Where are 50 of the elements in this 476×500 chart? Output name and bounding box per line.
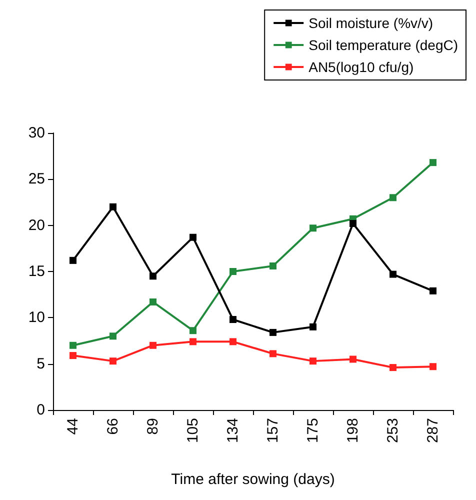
point: [150, 298, 156, 306]
point: [230, 338, 236, 346]
legend-label: AN5(log10 cfu/g): [308, 59, 414, 75]
y-tick-label: 30: [28, 124, 45, 142]
point: [310, 358, 316, 365]
point: [70, 352, 76, 360]
x-tick-label: 44: [64, 418, 82, 435]
point: [270, 262, 276, 270]
x-tick-label: 105: [184, 418, 202, 444]
y-tick-label: 10: [28, 309, 45, 326]
point: [430, 287, 436, 294]
x-tick-label: 157: [264, 418, 282, 444]
point: [390, 270, 396, 278]
point: [190, 234, 196, 241]
x-tick-label: 253: [384, 418, 402, 444]
point: [350, 356, 356, 363]
legend-label: Soil moisture (%v/v): [308, 15, 434, 31]
legend-label: Soil temperature (degC): [308, 37, 458, 53]
x-tick-label: 66: [104, 418, 122, 435]
point: [430, 363, 436, 370]
point: [390, 364, 396, 372]
x-tick-label: 287: [424, 418, 442, 444]
point: [270, 350, 276, 358]
point: [230, 316, 236, 324]
point: [70, 256, 76, 264]
point: [110, 203, 116, 210]
point: [190, 327, 196, 334]
point: [110, 358, 116, 365]
point: [70, 342, 76, 349]
point: [110, 332, 116, 340]
y-tick-label: 5: [36, 355, 45, 372]
x-tick-label: 134: [224, 418, 242, 444]
point: [350, 220, 356, 227]
point: [430, 159, 436, 166]
x-axis-title: Time after sowing (days): [171, 471, 335, 488]
point: [310, 224, 316, 232]
x-tick-label: 175: [304, 418, 322, 444]
point: [190, 338, 196, 346]
point: [150, 272, 156, 280]
point: [150, 342, 156, 349]
point: [310, 323, 316, 330]
point: [270, 328, 276, 336]
y-tick-label: 15: [28, 263, 45, 280]
x-tick-label: 89: [144, 418, 162, 435]
x-tick-label: 198: [344, 418, 362, 444]
y-tick-label: 0: [36, 402, 45, 418]
point: [390, 194, 396, 202]
y-tick-label: 20: [28, 216, 45, 234]
y-tick-label: 25: [28, 170, 45, 188]
point: [230, 268, 236, 275]
